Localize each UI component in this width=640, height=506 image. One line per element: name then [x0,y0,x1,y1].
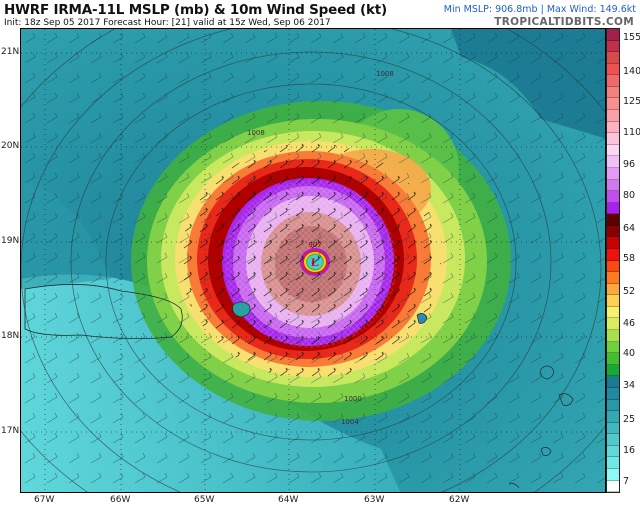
colorbar-segment [607,434,619,446]
colorbar-tick-label: 52 [623,286,636,297]
colorbar-tick-label: 34 [623,380,636,391]
colorbar-tick-label: 25 [623,414,636,425]
storm-stats: Min MSLP: 906.8mb | Max Wind: 149.6kt [443,4,636,15]
colorbar-segment [607,376,619,388]
colorbar-segment [607,133,619,145]
colorbar-segment [607,98,619,111]
colorbar-segment [607,260,619,273]
colorbar-segment [607,468,619,481]
colorbar-tick-label: 64 [623,223,636,234]
colorbar-segment [607,214,619,226]
colorbar-tick-label: 140 [623,66,640,77]
colorbar-segment [607,191,619,203]
colorbar-segment [607,411,619,423]
colorbar-segment [607,225,619,238]
lon-label: 63W [364,495,385,505]
colorbar-segment [607,272,619,284]
colorbar-segment [607,480,619,493]
colorbar-segment [607,341,619,354]
colorbar-segment [607,52,619,64]
colorbar-tick-label: 16 [623,445,636,456]
colorbar-segment [607,248,619,261]
lon-label: 62W [449,495,470,505]
colorbar-segment [607,86,619,99]
lon-label: 64W [278,495,299,505]
colorbar-segment [607,330,619,342]
colorbar-segment [607,457,619,469]
lat-label: 18N [1,331,20,341]
colorbar-tick-label: 110 [623,127,640,138]
colorbar-segment [607,29,619,41]
colorbar-tick-label: 7 [623,476,630,487]
lat-label: 20N [1,141,20,151]
colorbar-segment [607,121,619,134]
wind-pressure-map: L 907 1008 1008 1004 1000 [20,28,606,493]
colorbar-tick-label: 46 [623,318,636,329]
colorbar-segment [607,318,619,331]
brand-watermark: TROPICALTIDBITS.COM [494,16,634,28]
colorbar-segment [607,237,619,249]
lon-label: 65W [194,495,215,505]
colorbar-segment [607,399,619,412]
lat-label: 17N [1,426,20,436]
colorbar-segment [607,179,619,192]
lat-label: 19N [1,236,20,246]
chart-title: HWRF IRMA-11L MSLP (mb) & 10m Wind Speed… [4,2,387,18]
colorbar-tick-label: 96 [623,159,636,170]
lon-label: 67W [34,495,55,505]
lon-label: 66W [110,495,131,505]
colorbar-segment [607,353,619,365]
colorbar-segment [607,110,619,122]
colorbar-segment [607,167,619,180]
colorbar-segment [607,156,619,168]
lat-label: 21N [1,47,20,57]
colorbar-segment [607,306,619,319]
colorbar-tick-label: 155 [623,32,640,43]
map-graphic: L 907 1008 1008 1004 1000 [21,29,605,492]
chart-subtitle: Init: 18z Sep 05 2017 Forecast Hour: [21… [4,18,331,28]
colorbar-tick-label: 58 [623,253,636,264]
colorbar-segment [607,202,619,215]
colorbar-segment [607,283,619,296]
colorbar-segment [607,364,619,377]
colorbar-segment [607,40,619,53]
colorbar-segment [607,295,619,307]
colorbar-tick-label: 40 [623,348,636,359]
wind-speed-colorbar [606,28,620,493]
colorbar-segment [607,63,619,76]
colorbar-tick-label: 80 [623,190,636,201]
colorbar-segment [607,445,619,458]
colorbar-segment [607,144,619,157]
colorbar-tick-label: 125 [623,96,640,107]
colorbar-segment [607,422,619,435]
colorbar-segment [607,387,619,400]
colorbar-segment [607,75,619,87]
